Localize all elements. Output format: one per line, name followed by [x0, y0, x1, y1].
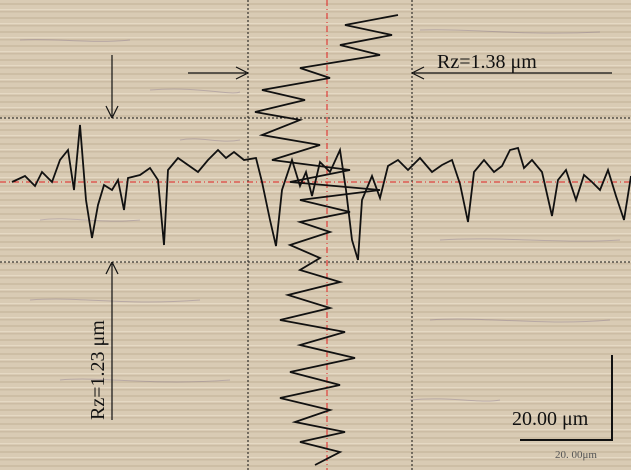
vertical-profile [254, 14, 399, 466]
rz-horizontal-label: Rz=1.38 μm [437, 51, 537, 73]
surface-features [19, 29, 621, 402]
scale-watermark: 20. 00μm [555, 449, 597, 461]
scale-bar [520, 355, 613, 441]
horizontal-profile [11, 124, 631, 261]
rz-arrows [105, 55, 612, 420]
rz-vertical-label: Rz=1.23 μm [87, 320, 109, 420]
scale-bar-label: 20.00 μm [512, 408, 589, 430]
